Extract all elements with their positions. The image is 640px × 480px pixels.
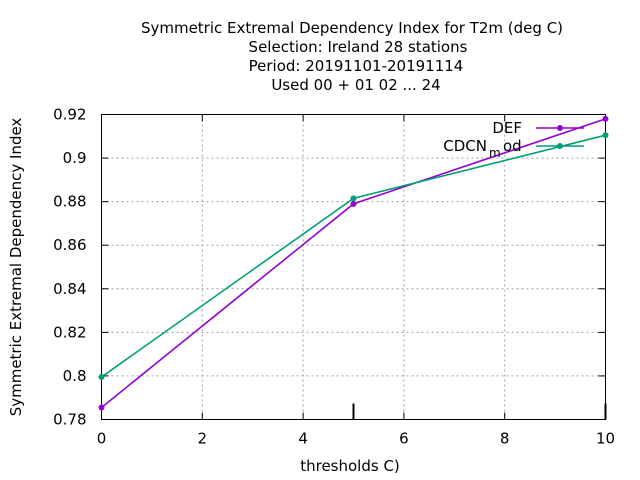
title-line-3: Period: 20191101-20191114	[249, 57, 464, 75]
title-line-4: Used 00 + 01 02 ... 24	[271, 76, 440, 94]
data-point-def	[602, 115, 609, 122]
legend-label-cdcn: CDCN	[443, 137, 487, 155]
y-axis-label: Symmetric Extremal Dependency Index	[7, 118, 25, 417]
series-layer	[98, 115, 609, 411]
grid	[101, 114, 606, 420]
x-tick-label: 0	[97, 430, 107, 448]
axis-ticks: 0.78 0.8 0.82 0.84 0.86 0.88 0.9 0.92 0 2 4 6 8 10	[53, 106, 615, 448]
y-tick-label: 0.88	[53, 193, 86, 211]
data-point-cdcn	[602, 132, 609, 139]
y-tick-label: 0.8	[63, 367, 87, 385]
legend-label-def: DEF	[492, 119, 522, 137]
data-point-cdcn	[350, 195, 357, 202]
x-tick-label: 8	[500, 430, 510, 448]
series-line-cdcn	[101, 134, 606, 378]
y-tick-label: 0.84	[53, 280, 86, 298]
data-point-def	[350, 200, 357, 207]
y-tick-label: 0.78	[53, 411, 86, 429]
legend-extra-text: od	[503, 137, 522, 155]
legend-marker-cdcn	[557, 143, 563, 149]
x-tick-label: 6	[399, 430, 409, 448]
legend-marker-def	[557, 125, 563, 131]
x-tick-label: 2	[198, 430, 208, 448]
x-tick-label: 4	[298, 430, 308, 448]
x-axis-label: thresholds C)	[300, 457, 400, 475]
y-tick-label: 0.82	[53, 323, 86, 341]
legend-subscript: m	[489, 146, 501, 160]
plot-frame	[101, 114, 606, 420]
y-tick-label: 0.86	[53, 236, 86, 254]
legend: DEF CDCN m od	[443, 119, 584, 160]
data-point-cdcn	[98, 374, 105, 381]
chart-title: Symmetric Extremal Dependency Index for …	[141, 19, 563, 94]
title-line-2: Selection: Ireland 28 stations	[249, 38, 468, 56]
series-line-def	[100, 118, 606, 409]
title-line-1: Symmetric Extremal Dependency Index for …	[141, 19, 563, 37]
y-tick-label: 0.9	[63, 149, 87, 167]
y-tick-label: 0.92	[53, 106, 86, 124]
x-tick-label: 10	[596, 430, 615, 448]
data-point-def	[98, 404, 105, 411]
